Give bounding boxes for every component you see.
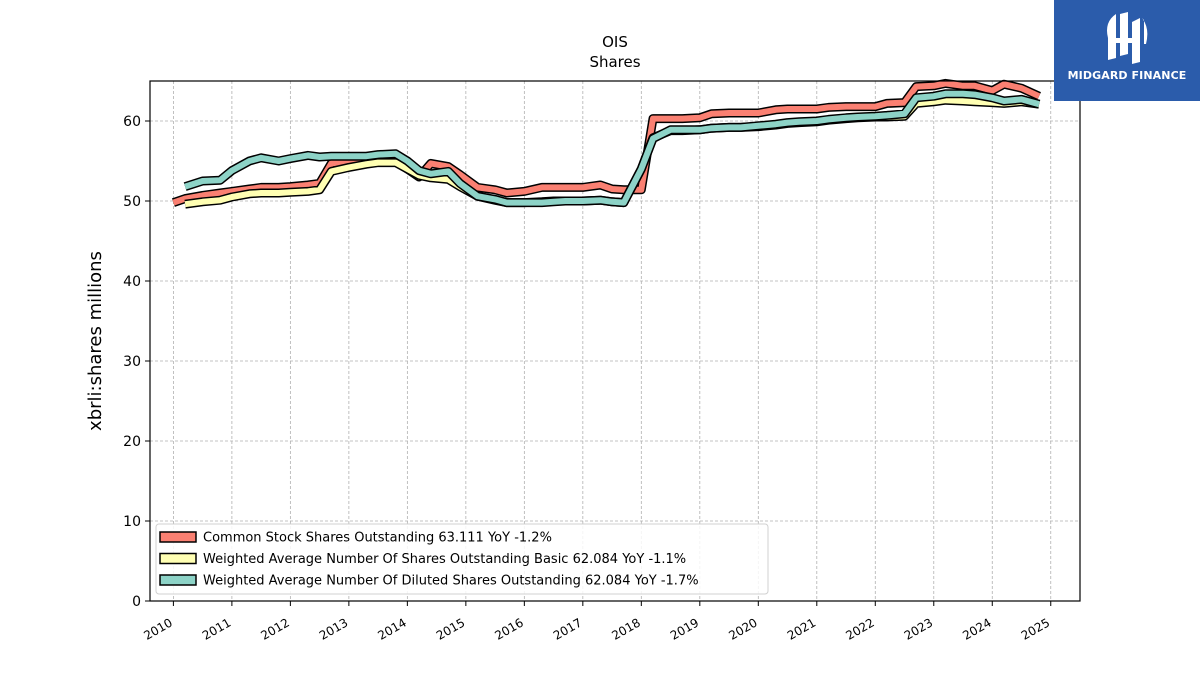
y-tick-label: 40: [123, 274, 141, 290]
series-line: [172, 80, 1041, 206]
brand-logo: MIDGARD FINANCE: [1054, 0, 1200, 101]
y-tick-label: 0: [132, 594, 141, 610]
plot-frame: [149, 80, 1081, 602]
logo-mark-icon: [1107, 12, 1148, 64]
legend-label: Weighted Average Number Of Shares Outsta…: [203, 552, 686, 567]
series-layer: [171, 78, 1041, 209]
y-axis: 0 10 20 30 40 50 60: [123, 114, 150, 610]
chart-subtitle: Shares: [589, 53, 640, 71]
y-tick-label: 20: [123, 434, 141, 450]
chart-title: OIS: [602, 33, 628, 51]
legend: Common Stock Shares Outstanding 63.111 Y…: [155, 523, 769, 595]
legend-label: Weighted Average Number Of Diluted Share…: [203, 574, 699, 589]
legend-label: Common Stock Shares Outstanding 63.111 Y…: [203, 531, 552, 546]
legend-swatch: [159, 574, 197, 586]
legend-swatch: [159, 531, 197, 543]
y-tick-label: 50: [123, 194, 141, 210]
y-axis-label: xbrli:shares millions: [85, 251, 106, 431]
series-line: [184, 90, 1040, 206]
y-tick-label: 60: [123, 114, 141, 130]
logo-text: MIDGARD FINANCE: [1067, 69, 1187, 82]
legend-box: [155, 523, 769, 595]
y-tick-label: 10: [123, 514, 141, 530]
legend-swatch: [159, 552, 197, 565]
y-tick-label: 30: [123, 354, 141, 370]
